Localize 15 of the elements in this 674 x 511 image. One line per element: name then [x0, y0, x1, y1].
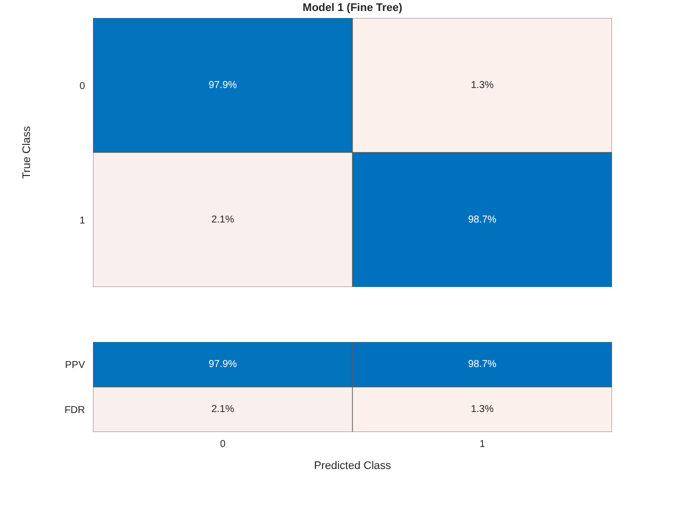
- chart-title: Model 1 (Fine Tree): [302, 2, 404, 14]
- data-label: 98.7%: [468, 214, 497, 226]
- data-label: 1.3%: [470, 404, 494, 415]
- y-axis-title: True Class: [20, 126, 33, 179]
- data-label: 97.9%: [208, 80, 238, 91]
- y-tick-label: 0: [79, 80, 86, 92]
- y-tick-label: PPV: [64, 360, 86, 372]
- y-tick-label: 1: [79, 215, 86, 226]
- data-label: 2.1%: [211, 404, 234, 415]
- y-tick-label: FDR: [64, 405, 85, 416]
- x-axis-title: Predicted Class: [314, 460, 392, 472]
- data-label: 2.1%: [211, 214, 234, 226]
- data-label: 1.3%: [470, 80, 494, 91]
- data-label: 98.7%: [468, 359, 497, 370]
- data-label: 97.9%: [208, 359, 238, 370]
